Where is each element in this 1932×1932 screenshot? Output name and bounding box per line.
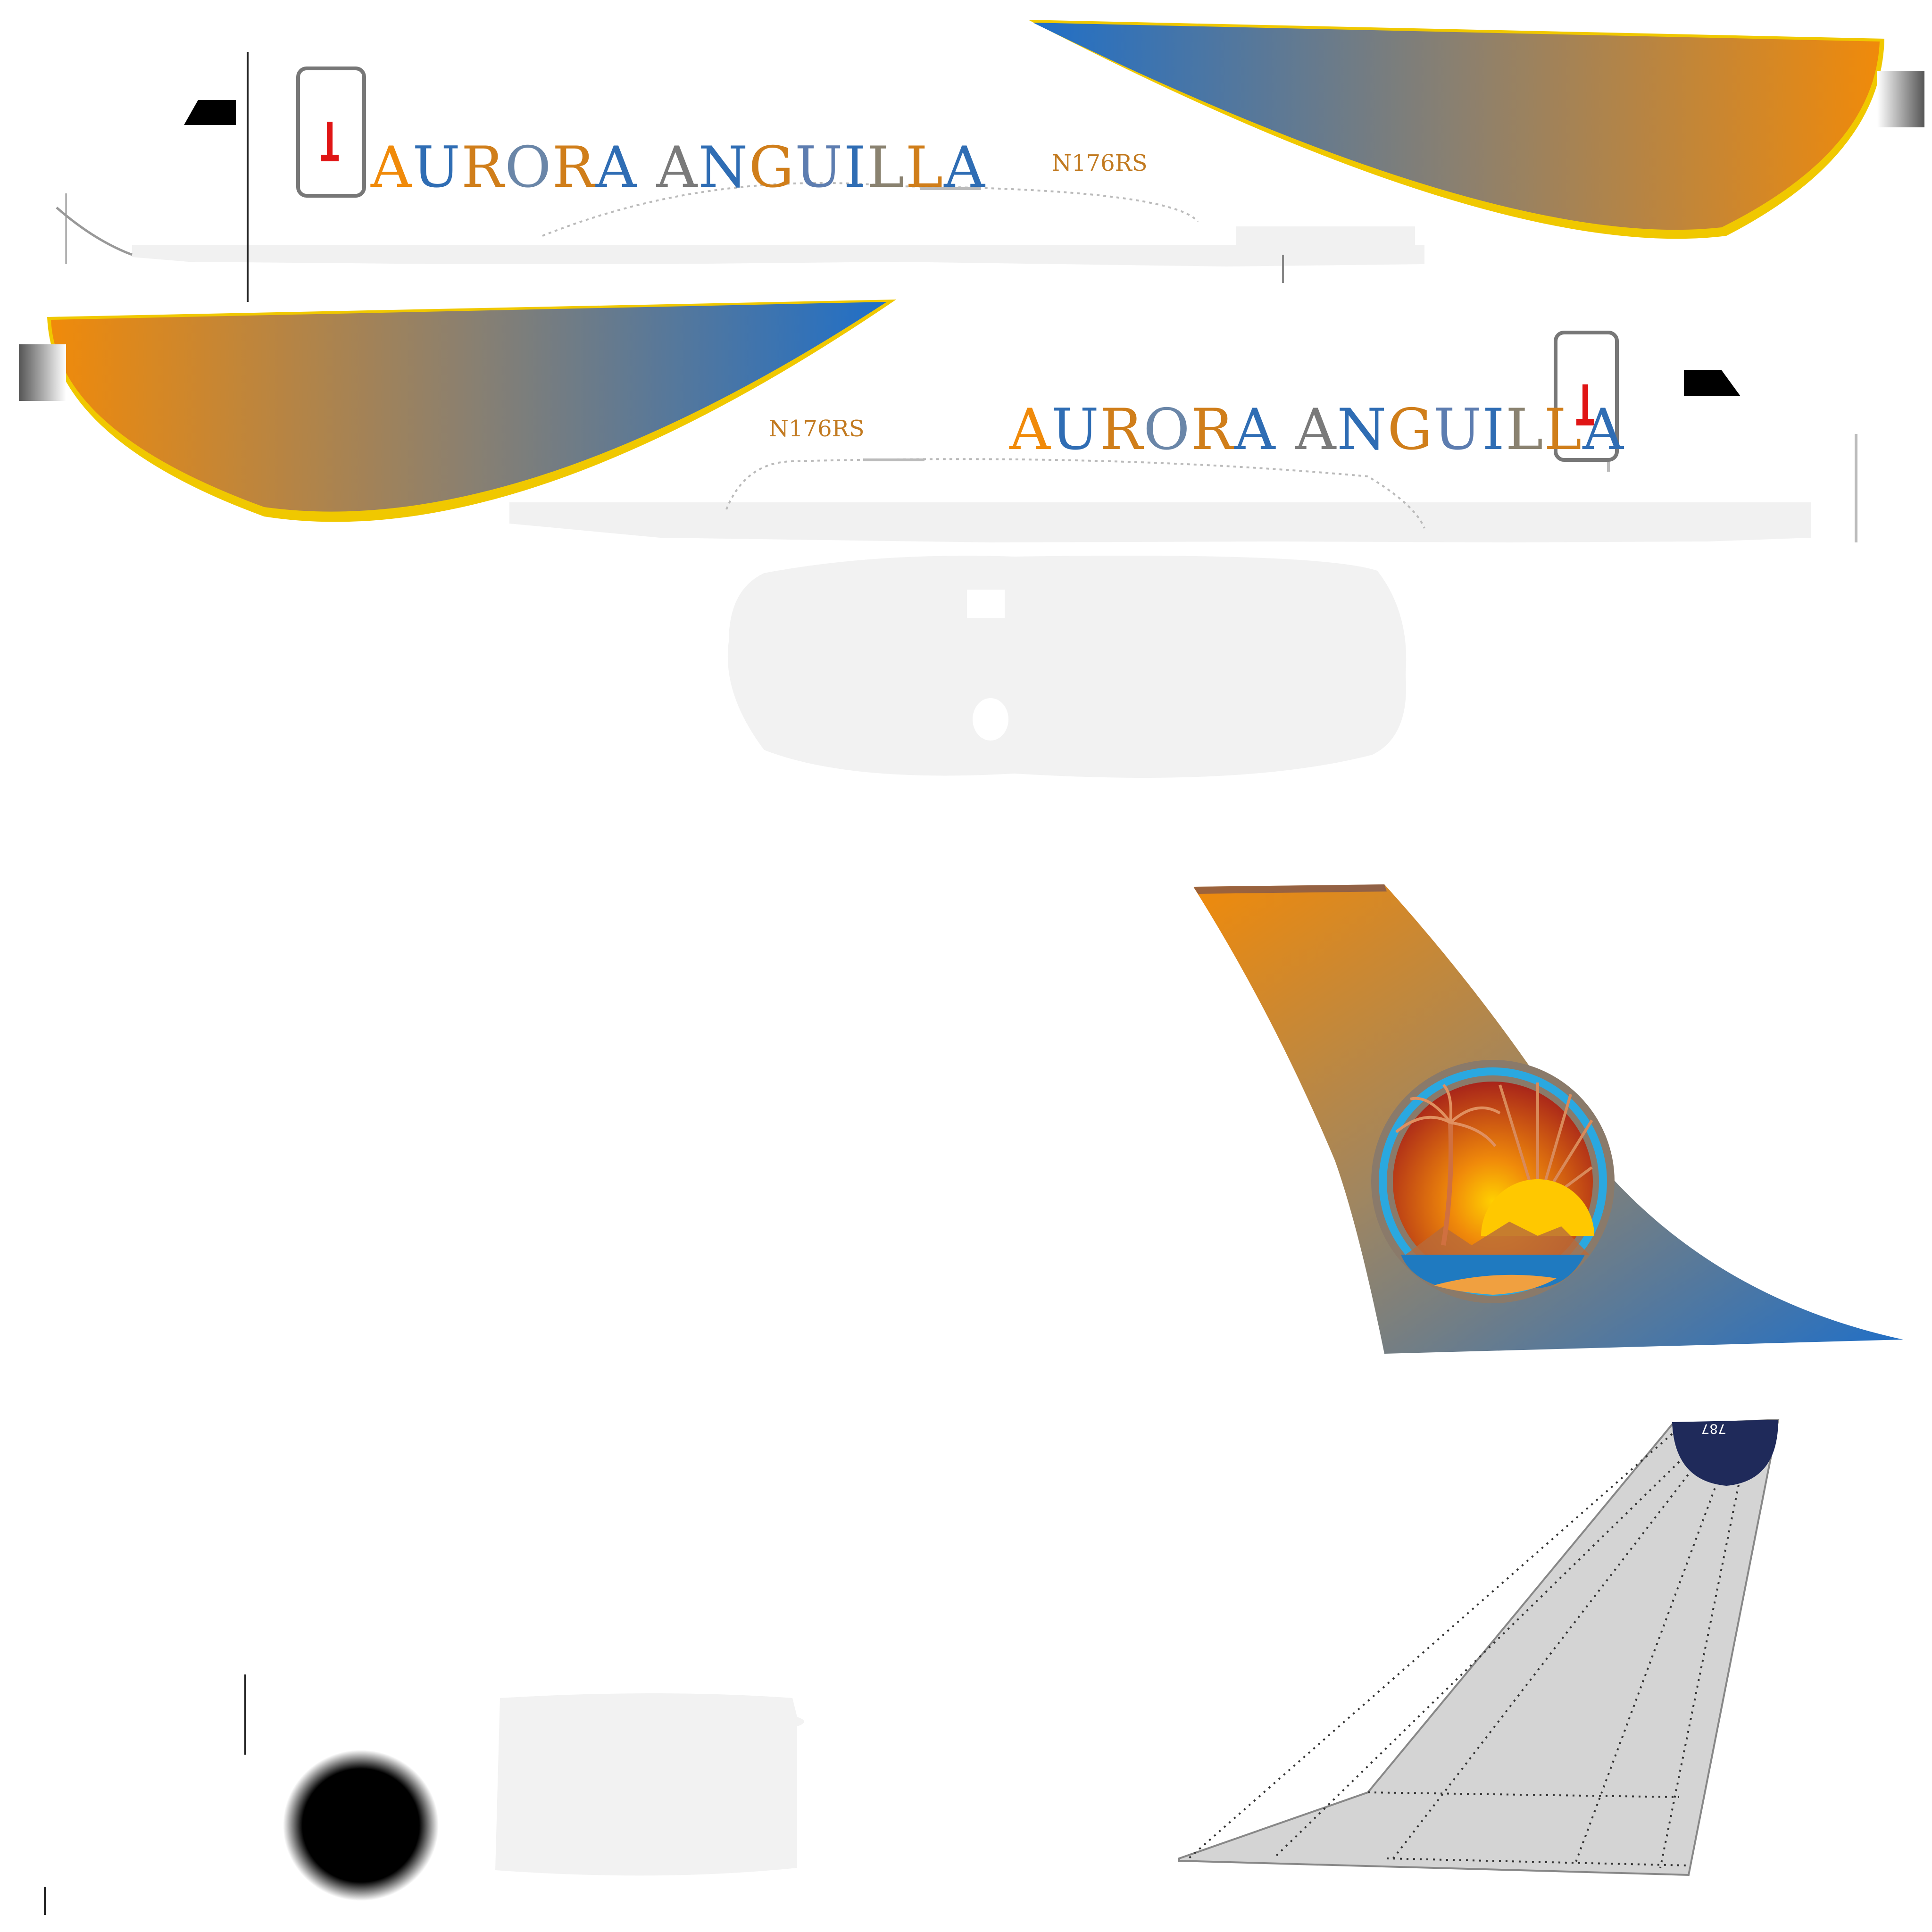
nose-marker-icon-right bbox=[1684, 370, 1740, 396]
fin-tip-cap bbox=[1672, 1420, 1778, 1486]
engine-nacelle bbox=[727, 556, 1407, 778]
misc-bottom-parts bbox=[44, 1674, 804, 1915]
airline-title-left: AURORA ANGUILLA bbox=[370, 135, 986, 200]
registration-right: N176RS bbox=[769, 416, 865, 442]
tail-fin-livery bbox=[1193, 884, 1903, 1354]
door-panel-right bbox=[1554, 331, 1619, 462]
fin-tip-text: 787 bbox=[1701, 1421, 1726, 1437]
fuselage-right-side: AURORA ANGUILLA N176RS bbox=[19, 300, 1857, 542]
tail-fin-template: 787 bbox=[1178, 1418, 1780, 1876]
fuselage-left-side: AURORA ANGUILLA N176RS bbox=[56, 20, 1924, 302]
airline-title-right: AURORA ANGUILLA bbox=[1009, 397, 1624, 463]
registration-left: N176RS bbox=[1052, 150, 1148, 176]
sunset-palm-logo-icon bbox=[1371, 1060, 1615, 1303]
door-panel bbox=[296, 67, 366, 198]
nose-marker-icon bbox=[184, 100, 236, 125]
